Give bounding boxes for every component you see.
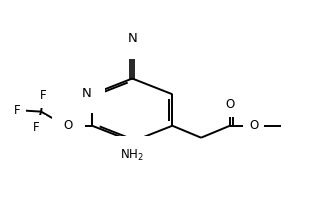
Text: O: O	[225, 98, 234, 111]
Text: N: N	[81, 87, 91, 100]
Text: O: O	[249, 119, 258, 132]
Text: O: O	[64, 119, 73, 132]
Text: F: F	[33, 121, 40, 134]
Text: F: F	[14, 104, 21, 117]
Text: NH$_2$: NH$_2$	[120, 148, 144, 163]
Text: N: N	[128, 33, 137, 46]
Text: F: F	[39, 89, 46, 102]
